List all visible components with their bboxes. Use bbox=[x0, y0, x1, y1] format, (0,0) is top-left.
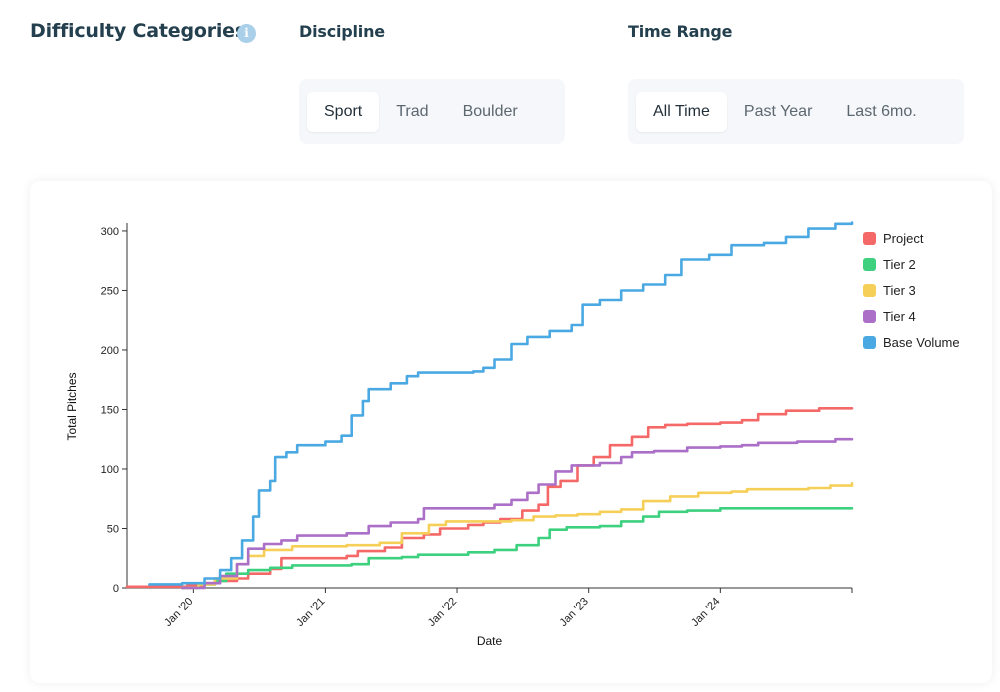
range-option-past-year[interactable]: Past Year bbox=[743, 102, 813, 120]
y-tick-label: 100 bbox=[101, 464, 119, 476]
discipline-title: Discipline bbox=[299, 22, 385, 41]
legend-label: Tier 3 bbox=[883, 283, 916, 298]
legend-swatch bbox=[863, 336, 876, 349]
x-tick-label: Jan '20 bbox=[162, 596, 195, 629]
range-option-last-6mo[interactable]: Last 6mo. bbox=[846, 102, 917, 120]
y-tick-label: 250 bbox=[101, 285, 119, 297]
discipline-selector: Sport Trad Boulder bbox=[299, 79, 565, 144]
legend-label: Tier 4 bbox=[883, 309, 916, 324]
legend-label: Project bbox=[883, 231, 924, 246]
discipline-option-sport[interactable]: Sport bbox=[307, 91, 380, 132]
y-tick-label: 0 bbox=[113, 583, 119, 595]
x-axis-title: Date bbox=[477, 634, 503, 648]
x-tick-label: Jan '23 bbox=[557, 596, 590, 629]
series-line-project bbox=[125, 407, 854, 589]
y-tick-label: 150 bbox=[101, 404, 119, 416]
series-line-tier-4 bbox=[180, 437, 854, 590]
legend-swatch bbox=[863, 310, 876, 323]
chart-card: 0 50 100 150 200 250 300 Jan '20 Jan '21 Jan '22 J… bbox=[30, 181, 992, 683]
legend-swatch bbox=[863, 232, 876, 245]
time-range-selector: All Time Past Year Last 6mo. bbox=[628, 79, 964, 144]
time-range-title: Time Range bbox=[628, 22, 733, 41]
series-line-base-volume bbox=[148, 221, 854, 586]
discipline-option-trad[interactable]: Trad bbox=[396, 102, 429, 120]
x-tick-label: Jan '21 bbox=[294, 596, 327, 629]
x-tick-label: Jan '22 bbox=[426, 596, 459, 629]
series-line-tier-3 bbox=[180, 482, 854, 590]
range-option-all-time[interactable]: All Time bbox=[636, 91, 727, 132]
line-chart: 0 50 100 150 200 250 300 Jan '20 Jan '21 Jan '22 J… bbox=[65, 221, 960, 648]
legend-label: Tier 2 bbox=[883, 257, 916, 272]
y-tick-label: 50 bbox=[107, 523, 119, 535]
series-line-tier-2 bbox=[180, 507, 854, 590]
legend-swatch bbox=[863, 284, 876, 297]
info-icon[interactable]: i bbox=[237, 24, 256, 43]
page-title: Difficulty Categories bbox=[30, 20, 246, 42]
y-tick-label: 200 bbox=[101, 345, 119, 357]
legend-label: Base Volume bbox=[883, 335, 960, 350]
discipline-option-boulder[interactable]: Boulder bbox=[462, 102, 518, 120]
y-tick-label: 300 bbox=[101, 226, 119, 238]
y-axis-title: Total Pitches bbox=[65, 372, 79, 440]
x-tick-label: Jan '24 bbox=[689, 596, 722, 629]
legend-swatch bbox=[863, 258, 876, 271]
